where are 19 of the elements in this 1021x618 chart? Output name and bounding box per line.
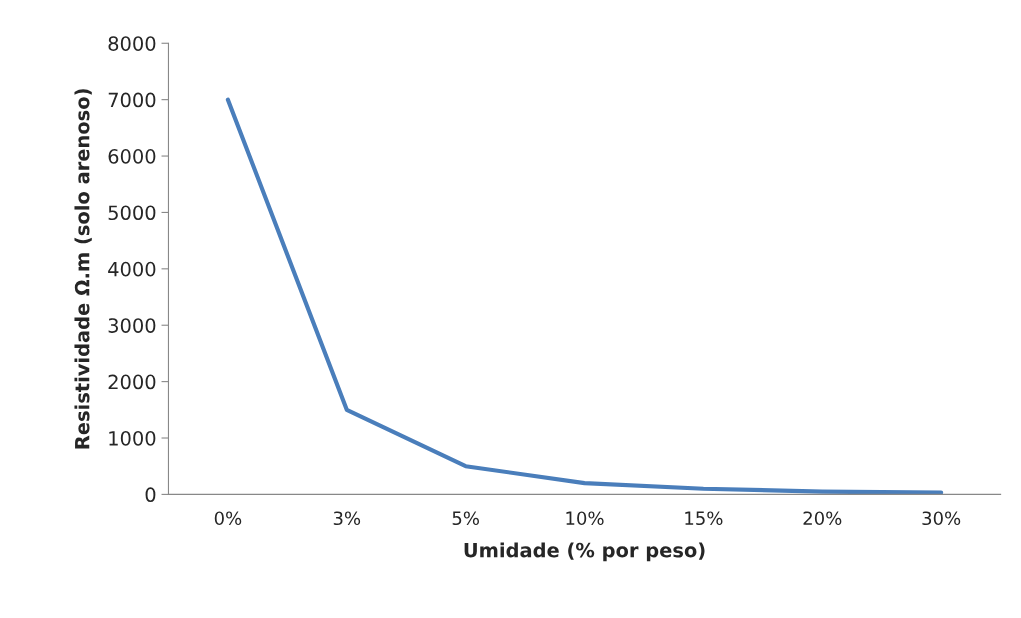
y-axis-title: Resistividade Ω.m (solo arenoso) xyxy=(74,89,92,449)
x-tick-label: 30% xyxy=(922,511,961,526)
x-tick-label: 3% xyxy=(333,511,361,526)
y-tick-label: 7000 xyxy=(108,92,156,108)
x-tick-label: 0% xyxy=(214,511,242,526)
x-tick-label: 15% xyxy=(685,511,723,526)
y-tick-label: 2000 xyxy=(108,374,156,390)
y-tick-label: 3000 xyxy=(108,318,156,333)
y-tick-label: 1000 xyxy=(109,430,156,446)
y-tick-label: 6000 xyxy=(108,149,156,164)
x-tick-label: 5% xyxy=(452,511,479,526)
x-axis-title: Umidade (% por peso) xyxy=(464,542,705,562)
y-tick-label: 4000 xyxy=(108,261,156,277)
y-tick-label: 5000 xyxy=(108,205,156,221)
y-tick-label: 0 xyxy=(145,487,156,503)
y-tick-label: 8000 xyxy=(108,36,156,51)
x-tick-label: 10% xyxy=(566,511,604,526)
line-series xyxy=(225,97,944,495)
x-tick-label: 20% xyxy=(803,511,842,526)
